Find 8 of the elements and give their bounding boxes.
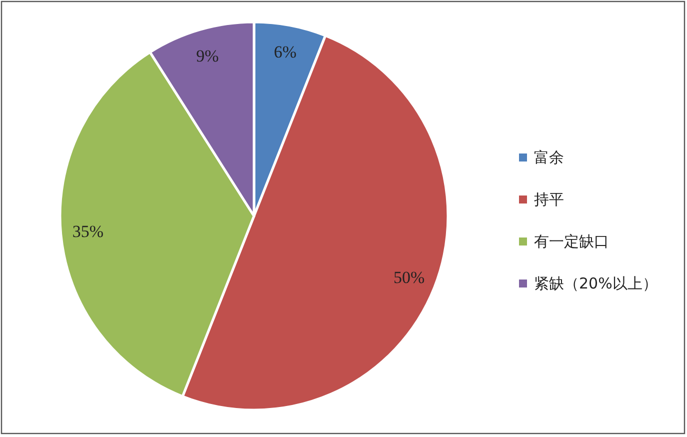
legend-label: 有一定缺口 [534,232,609,250]
legend-label: 富余 [534,148,564,166]
data-label: 6% [274,42,297,62]
legend-label: 紧缺（20%以上） [534,274,658,292]
legend-label: 持平 [534,190,564,208]
data-label: 9% [196,46,219,66]
data-label: 35% [72,222,104,242]
data-label: 50% [394,268,425,287]
